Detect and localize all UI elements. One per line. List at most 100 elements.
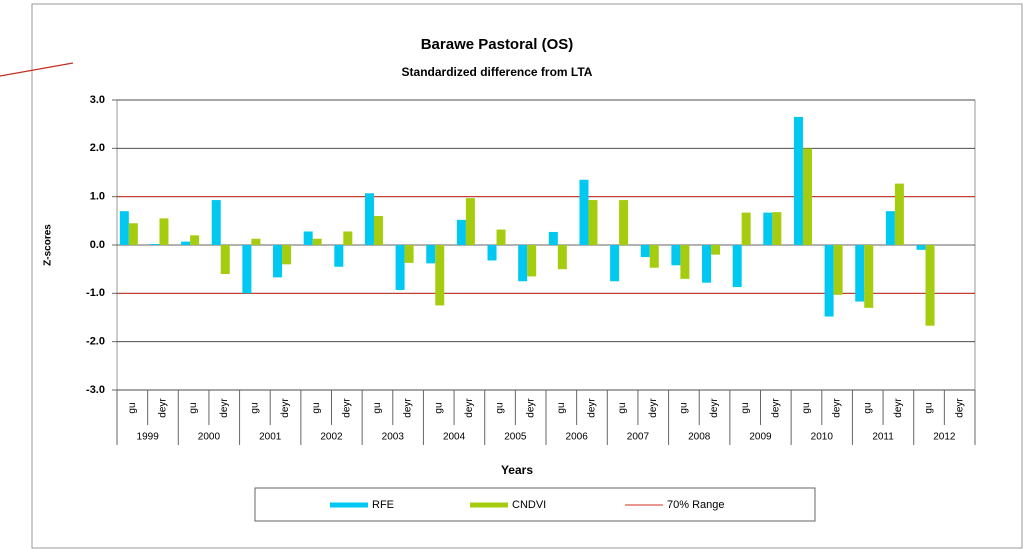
year-label: 2005 xyxy=(504,432,527,443)
bar xyxy=(588,200,598,245)
year-label: 2006 xyxy=(566,432,589,443)
x-tick-label: deyr xyxy=(893,398,904,418)
bar xyxy=(824,245,834,317)
bar xyxy=(364,193,374,245)
bar xyxy=(518,245,528,282)
bar xyxy=(802,148,812,245)
x-axis-title: Years xyxy=(501,463,533,477)
bar xyxy=(282,245,292,265)
bar xyxy=(640,245,650,258)
bar xyxy=(373,216,383,245)
bar xyxy=(916,245,926,250)
bar xyxy=(242,245,252,294)
bar xyxy=(680,245,690,279)
year-label: 2012 xyxy=(933,432,956,443)
bar xyxy=(343,231,353,245)
bar xyxy=(159,218,169,245)
year-label: 2002 xyxy=(320,432,343,443)
legend-label: 70% Range xyxy=(667,499,725,511)
bar xyxy=(711,245,721,255)
y-tick-label: 2.0 xyxy=(90,142,105,154)
bar xyxy=(128,223,138,245)
x-tick-label: deyr xyxy=(954,398,965,418)
x-tick-label: deyr xyxy=(648,398,659,418)
bar xyxy=(150,244,160,245)
bar xyxy=(610,245,620,282)
bar xyxy=(864,245,874,308)
year-label: 2011 xyxy=(872,432,894,443)
y-tick-label: -3.0 xyxy=(86,384,105,396)
bar xyxy=(395,245,405,290)
x-tick-label: deyr xyxy=(403,398,414,418)
bar xyxy=(527,245,537,277)
legend-label: RFE xyxy=(372,499,394,511)
bar xyxy=(557,245,567,270)
bar xyxy=(855,245,865,302)
x-tick-label: gu xyxy=(188,402,199,413)
annotation-line xyxy=(0,62,74,77)
bar xyxy=(334,245,344,267)
year-label: 2003 xyxy=(382,432,405,443)
bar xyxy=(772,212,782,245)
bar xyxy=(487,245,497,261)
x-tick-label: gu xyxy=(372,402,383,413)
y-tick-label: 3.0 xyxy=(90,94,105,106)
bar xyxy=(619,200,629,245)
bar xyxy=(579,179,589,245)
bar xyxy=(548,231,558,245)
year-label: 2009 xyxy=(749,432,772,443)
year-label: 1999 xyxy=(137,432,160,443)
x-tick-label: deyr xyxy=(219,398,230,418)
x-tick-label: gu xyxy=(679,402,690,413)
legend-swatch xyxy=(330,502,368,508)
x-tick-label: gu xyxy=(862,402,873,413)
bar xyxy=(732,245,742,288)
x-tick-label: gu xyxy=(127,402,138,413)
year-label: 2010 xyxy=(811,432,834,443)
bar xyxy=(702,245,712,283)
bar xyxy=(211,200,221,245)
x-tick-label: gu xyxy=(250,402,261,413)
bar xyxy=(925,245,935,326)
y-tick-label: 1.0 xyxy=(90,191,105,203)
x-tick-label: gu xyxy=(740,402,751,413)
legend-swatch xyxy=(470,502,508,508)
x-tick-label: gu xyxy=(311,402,322,413)
legend-swatch xyxy=(625,504,663,506)
bar xyxy=(649,245,659,268)
bar xyxy=(435,245,445,306)
legend-label: CNDVI xyxy=(512,499,546,511)
bar xyxy=(456,219,466,245)
bar xyxy=(303,231,313,245)
x-tick-label: deyr xyxy=(587,398,598,418)
bar xyxy=(273,245,283,278)
x-tick-label: deyr xyxy=(709,398,720,418)
bar xyxy=(404,245,414,263)
bar xyxy=(190,235,200,245)
bar xyxy=(426,245,436,264)
x-tick-label: deyr xyxy=(464,398,475,418)
year-label: 2008 xyxy=(688,432,711,443)
bar xyxy=(312,238,322,245)
x-tick-label: gu xyxy=(801,402,812,413)
bar xyxy=(671,245,681,266)
x-tick-label: gu xyxy=(924,402,935,413)
bar xyxy=(251,238,261,245)
x-tick-label: deyr xyxy=(770,398,781,418)
year-label: 2004 xyxy=(443,432,466,443)
y-tick-label: -2.0 xyxy=(86,336,105,348)
y-tick-label: 0.0 xyxy=(90,239,105,251)
bar xyxy=(119,211,129,245)
y-tick-label: -1.0 xyxy=(86,287,105,299)
x-tick-label: deyr xyxy=(158,398,169,418)
chart-subtitle: Standardized difference from LTA xyxy=(402,65,593,79)
bar xyxy=(496,229,506,245)
x-tick-label: deyr xyxy=(341,398,352,418)
bar xyxy=(741,212,751,245)
bar xyxy=(763,212,773,245)
chart-title: Barawe Pastoral (OS) xyxy=(421,36,574,53)
x-tick-label: deyr xyxy=(280,398,291,418)
year-label: 2007 xyxy=(627,432,650,443)
bar xyxy=(181,241,191,245)
bar xyxy=(833,245,843,295)
